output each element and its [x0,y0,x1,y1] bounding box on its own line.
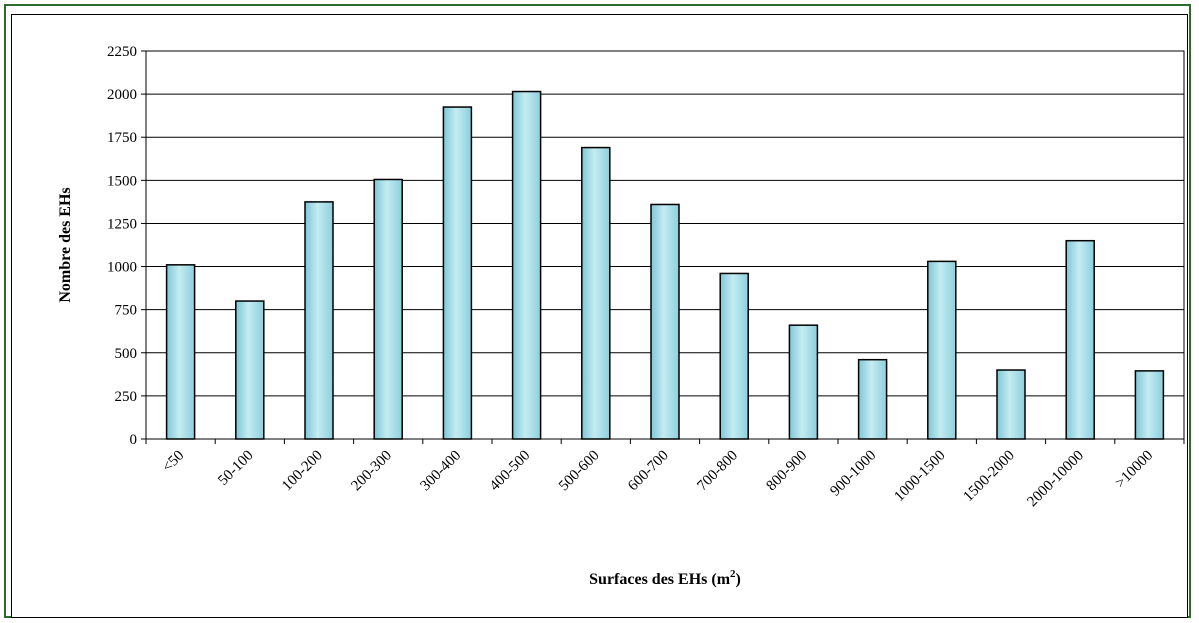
bar-1 [165,264,196,440]
x-axis-title-main: Surfaces des EHs (m [589,571,731,588]
x-tick-label: 500-600 [556,448,603,495]
x-tick-label: >10000 [1112,448,1156,492]
x-tick-label: 800-900 [764,448,811,495]
y-tick-label: 1250 [107,216,137,232]
y-axis-title: Nombre des EHs [57,187,74,302]
bar-3 [304,201,334,440]
y-tick-label: 250 [115,389,138,405]
bar-13 [996,369,1026,440]
bar-11 [857,358,888,440]
y-tick-label: 1500 [107,173,137,189]
x-tick-label: 400-500 [487,448,534,495]
y-tick-label: 750 [115,303,138,319]
x-axis-title-superscript: 2 [730,568,736,580]
x-tick-label: 1500-2000 [961,448,1018,505]
x-tick-label: 50-100 [215,448,256,489]
x-axis-title-end: ) [736,571,741,588]
bar-5 [442,106,473,440]
y-tick-label: 2250 [107,44,137,60]
bar-10 [788,324,819,440]
bar-2 [235,300,265,440]
y-axis: 0 250 500 750 1000 1250 1500 1750 2000 2250 [107,44,146,448]
x-tick-label: 700-800 [694,448,741,495]
x-tick-label: 200-300 [348,448,395,495]
y-tick-label: 500 [115,346,138,362]
x-tick-label: <50 [160,448,188,476]
bar-4 [373,178,403,440]
x-tick-label: 2000-10000 [1024,448,1087,511]
x-tick-label: 300-400 [418,448,465,495]
bar-8 [650,203,680,440]
x-axis: <50 50-100 100-200 200-300 300-400 400-500 500… [145,439,1185,511]
x-tick-label: 100-200 [279,448,326,495]
x-tick-label: 900-1000 [827,448,879,500]
x-tick-label: 600-700 [625,448,672,495]
x-axis-title: Surfaces des EHs (m2) [589,568,741,588]
bars [165,90,1165,440]
bar-12 [927,260,957,440]
y-tick-label: 2000 [107,87,137,103]
bar-9 [719,272,749,440]
x-tick-label: 1000-1500 [891,448,948,505]
bar-6 [511,90,542,440]
bar-15 [1134,370,1165,440]
chart-area-border [11,14,1188,618]
y-tick-label: 1000 [107,260,137,276]
bar-14 [1065,239,1095,440]
y-tick-label: 1750 [107,130,137,146]
y-tick-label: 0 [130,432,138,448]
bar-7 [581,146,611,440]
